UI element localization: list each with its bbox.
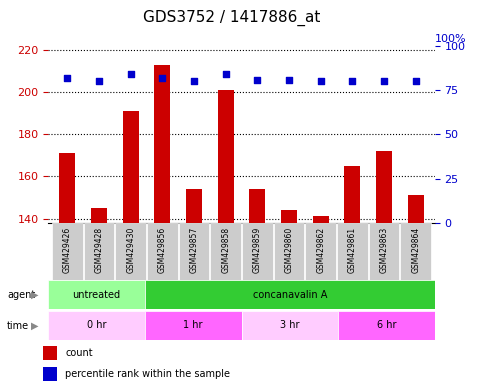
Bar [400, 223, 431, 280]
Text: 3 hr: 3 hr [280, 320, 299, 331]
Text: GSM429858: GSM429858 [221, 227, 230, 273]
Text: GSM429859: GSM429859 [253, 227, 262, 273]
Point [190, 78, 198, 84]
Text: GSM429856: GSM429856 [158, 227, 167, 273]
Bar [186, 189, 202, 384]
Point [63, 75, 71, 81]
Bar [43, 346, 57, 359]
Bar [408, 195, 424, 384]
Point [254, 76, 261, 83]
Bar [123, 111, 139, 384]
Bar [48, 280, 145, 309]
Point [317, 78, 325, 84]
Bar [147, 223, 178, 280]
Text: GSM429860: GSM429860 [284, 227, 294, 273]
Bar [155, 65, 170, 384]
Text: untreated: untreated [72, 290, 121, 300]
Point [127, 71, 134, 78]
Text: GSM429430: GSM429430 [126, 227, 135, 273]
Text: GDS3752 / 1417886_at: GDS3752 / 1417886_at [143, 10, 321, 26]
Bar [369, 223, 399, 280]
Bar [376, 151, 392, 384]
Point [412, 78, 420, 84]
Point [95, 78, 103, 84]
Point [158, 75, 166, 81]
Point [349, 78, 356, 84]
Text: GSM429857: GSM429857 [189, 227, 199, 273]
Bar [52, 223, 83, 280]
Bar [48, 311, 145, 340]
Text: ▶: ▶ [31, 290, 39, 300]
Text: GSM429864: GSM429864 [411, 227, 420, 273]
Bar [337, 223, 368, 280]
Text: time: time [7, 321, 29, 331]
Text: GSM429861: GSM429861 [348, 227, 357, 273]
Text: ▶: ▶ [31, 321, 39, 331]
Bar [59, 153, 75, 384]
Bar [305, 223, 336, 280]
Text: percentile rank within the sample: percentile rank within the sample [65, 369, 230, 379]
Point [285, 76, 293, 83]
Bar [242, 223, 272, 280]
Bar [91, 208, 107, 384]
Text: GSM429428: GSM429428 [95, 227, 103, 273]
Bar [344, 166, 360, 384]
Bar [218, 90, 234, 384]
Bar [211, 223, 241, 280]
Text: GSM429426: GSM429426 [63, 227, 72, 273]
Bar [43, 367, 57, 381]
Bar [313, 217, 328, 384]
Text: 0 hr: 0 hr [87, 320, 106, 331]
Text: 6 hr: 6 hr [377, 320, 396, 331]
Bar [145, 311, 242, 340]
Point [222, 71, 229, 78]
Bar [281, 210, 297, 384]
Text: concanavalin A: concanavalin A [253, 290, 327, 300]
Bar [145, 280, 435, 309]
Text: count: count [65, 348, 93, 358]
Text: GSM429862: GSM429862 [316, 227, 325, 273]
Text: agent: agent [7, 290, 35, 300]
Text: GSM429863: GSM429863 [380, 227, 388, 273]
Point [380, 78, 388, 84]
Bar [249, 189, 265, 384]
Text: 100%: 100% [435, 34, 466, 44]
Bar [115, 223, 146, 280]
Bar [338, 311, 435, 340]
Bar [179, 223, 209, 280]
Bar [84, 223, 114, 280]
Bar [274, 223, 304, 280]
Text: 1 hr: 1 hr [184, 320, 203, 331]
Bar [242, 311, 338, 340]
